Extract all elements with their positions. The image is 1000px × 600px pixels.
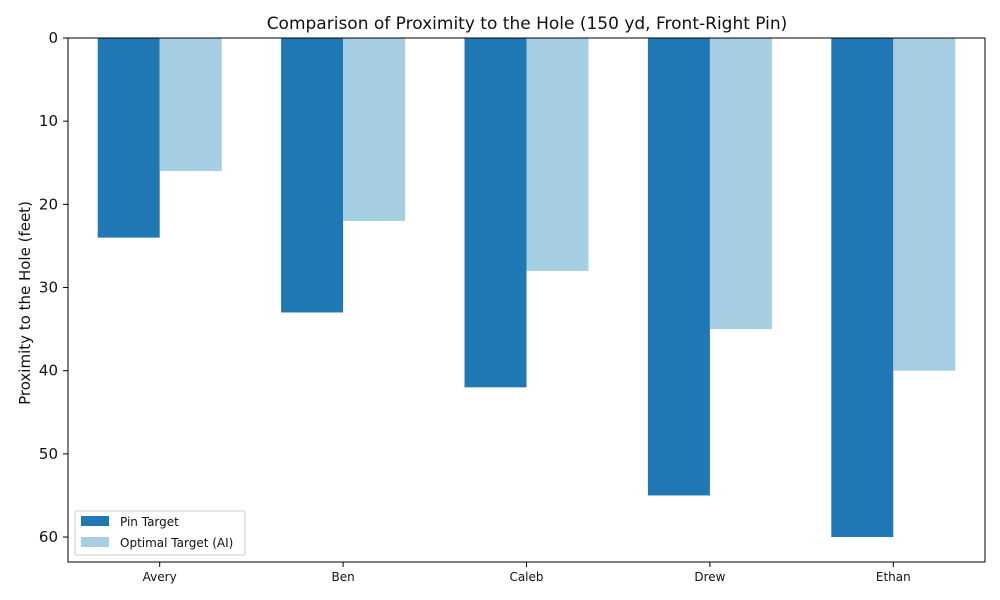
bar-pin-avery <box>97 38 160 238</box>
legend-frame <box>74 510 246 556</box>
legend: Pin Target Optimal Target (AI) <box>74 510 246 556</box>
legend-label-pin-target: Pin Target <box>120 515 179 529</box>
y-tick-label: 40 <box>39 362 58 380</box>
bar-optimal-caleb <box>526 38 589 271</box>
bar-pin-ben <box>281 38 344 313</box>
legend-label-optimal-target: Optimal Target (AI) <box>120 536 233 550</box>
x-tick-label: Ben <box>331 570 354 584</box>
legend-swatch-optimal-target <box>81 537 109 547</box>
legend-swatch-pin-target <box>81 516 109 526</box>
y-tick-label: 50 <box>39 445 58 463</box>
x-tick-label: Caleb <box>509 570 543 584</box>
bar-pin-ethan <box>831 38 894 538</box>
bar-optimal-avery <box>159 38 222 172</box>
y-tick-label: 10 <box>39 112 58 130</box>
y-tick-label: 60 <box>39 528 58 546</box>
x-tick-label: Avery <box>143 570 177 584</box>
chart-title: Comparison of Proximity to the Hole (150… <box>267 14 788 34</box>
y-tick-label: 30 <box>39 279 58 297</box>
bars-group <box>97 38 956 538</box>
x-tick-label: Ethan <box>876 570 911 584</box>
bar-pin-caleb <box>464 38 527 388</box>
y-axis-label: Proximity to the Hole (feet) <box>16 201 34 405</box>
y-tick-label: 20 <box>39 195 58 213</box>
axes-group: 0 10 20 30 40 50 60 Avery Ben Caleb Drew Ethan <box>39 29 986 584</box>
bar-optimal-ben <box>343 38 406 221</box>
bar-optimal-ethan <box>893 38 956 371</box>
bar-pin-drew <box>647 38 710 496</box>
y-tick-label: 0 <box>48 29 58 47</box>
bar-optimal-drew <box>709 38 772 330</box>
x-tick-label: Drew <box>694 570 725 584</box>
